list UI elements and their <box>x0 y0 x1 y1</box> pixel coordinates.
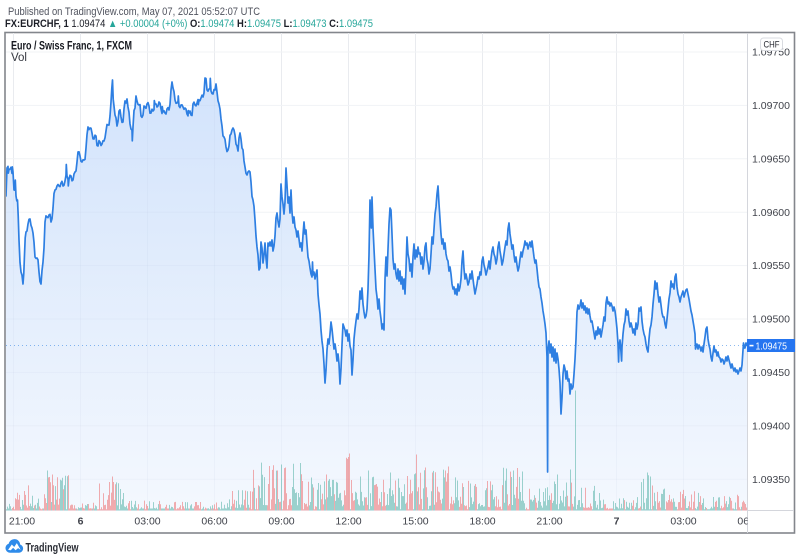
svg-text:1.09400: 1.09400 <box>752 420 790 432</box>
svg-text:06:00: 06:00 <box>737 516 763 528</box>
svg-text:21:00: 21:00 <box>536 516 562 528</box>
svg-text:1.09350: 1.09350 <box>752 474 790 486</box>
svg-text:TradingView: TradingView <box>26 543 79 555</box>
svg-text:FX:EURCHF, 1 1.09474 ▲ +0.0000: FX:EURCHF, 1 1.09474 ▲ +0.00004 (+0%) O:… <box>5 18 373 30</box>
svg-text:1.09450: 1.09450 <box>752 367 790 379</box>
svg-text:1.09600: 1.09600 <box>752 207 790 219</box>
svg-text:03:00: 03:00 <box>670 516 696 528</box>
svg-text:1.09475: 1.09475 <box>756 341 788 353</box>
svg-text:06:00: 06:00 <box>201 516 227 528</box>
svg-text:15:00: 15:00 <box>402 516 428 528</box>
svg-text:21:00: 21:00 <box>9 516 35 528</box>
svg-text:Published on TradingView.com,: Published on TradingView.com, May 07, 20… <box>8 6 260 18</box>
svg-text:1.09550: 1.09550 <box>752 260 790 272</box>
svg-text:12:00: 12:00 <box>335 516 361 528</box>
svg-text:Euro / Swiss Franc, 1, FXCM: Euro / Swiss Franc, 1, FXCM <box>11 41 132 53</box>
svg-text:1.09650: 1.09650 <box>752 153 790 165</box>
svg-text:6: 6 <box>78 516 84 528</box>
svg-text:7: 7 <box>614 516 620 528</box>
svg-text:18:00: 18:00 <box>469 516 495 528</box>
svg-text:03:00: 03:00 <box>134 516 160 528</box>
svg-text:1.09500: 1.09500 <box>752 314 790 326</box>
svg-text:Vol: Vol <box>11 52 27 64</box>
svg-text:1.09700: 1.09700 <box>752 100 790 112</box>
svg-text:09:00: 09:00 <box>268 516 294 528</box>
svg-text:CHF: CHF <box>764 40 780 50</box>
